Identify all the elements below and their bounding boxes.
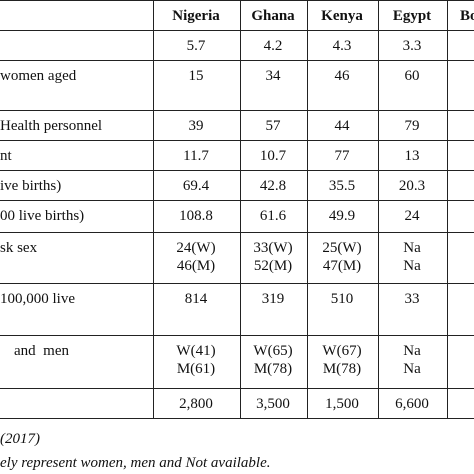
cell: 5.7	[187, 38, 206, 54]
cell: 24	[405, 208, 421, 224]
cell: Na	[403, 343, 421, 359]
cell: 77	[335, 148, 351, 164]
cell: 108.8	[179, 208, 213, 224]
column-header: Bo	[460, 8, 474, 24]
cell: 33(W)	[253, 240, 292, 256]
column-header: Kenya	[321, 8, 363, 24]
column-header: Egypt	[393, 8, 431, 24]
row-label: ive births)	[0, 178, 61, 194]
cell: 6,600	[395, 396, 429, 412]
cell: 33	[405, 291, 420, 307]
cell: 13	[405, 148, 420, 164]
cell: 3,500	[256, 396, 290, 412]
cell: 46(M)	[177, 258, 215, 274]
cell: M(78)	[323, 361, 361, 377]
cell: W(65)	[253, 343, 292, 359]
cell: 814	[185, 291, 208, 307]
note: ely represent women, men and Not availab…	[0, 455, 271, 471]
cell: W(41)	[176, 343, 215, 359]
cell: Na	[403, 361, 421, 377]
row-label: sk sex	[0, 240, 38, 256]
cell: 60	[405, 68, 420, 84]
cell: 47(M)	[323, 258, 361, 274]
cell: 42.8	[260, 178, 286, 194]
row-label: and men	[14, 343, 69, 359]
cell: 61.6	[260, 208, 287, 224]
cell: 25(W)	[322, 240, 361, 256]
cell: 2,800	[179, 396, 213, 412]
row-label: women aged	[0, 68, 77, 84]
column-header: Nigeria	[172, 8, 220, 24]
row-label: 100,000 live	[0, 291, 75, 307]
cell: 44	[335, 118, 351, 134]
row-label: Health personnel	[0, 118, 102, 134]
cell: 52(M)	[254, 258, 292, 274]
cell: 46	[335, 68, 351, 84]
cell: 69.4	[183, 178, 210, 194]
cell: 39	[189, 118, 204, 134]
cell: 79	[405, 118, 420, 134]
cell: Na	[403, 258, 421, 274]
row-label: 00 live births)	[0, 208, 84, 224]
cell: 4.3	[333, 38, 352, 54]
cell: 319	[262, 291, 285, 307]
column-header: Ghana	[251, 8, 295, 24]
cell: 1,500	[325, 396, 359, 412]
cell: 34	[266, 68, 282, 84]
cell: 15	[189, 68, 204, 84]
cell: W(67)	[322, 343, 361, 359]
cell: Na	[403, 240, 421, 256]
cell: 11.7	[183, 148, 209, 164]
cell: 20.3	[399, 178, 425, 194]
cell: 510	[331, 291, 354, 307]
cell: 10.7	[260, 148, 287, 164]
cell: 24(W)	[176, 240, 215, 256]
cell: 49.9	[329, 208, 355, 224]
row-label: nt	[0, 148, 13, 164]
cell: 3.3	[403, 38, 422, 54]
cell: 4.2	[264, 38, 283, 54]
cell: 35.5	[329, 178, 355, 194]
cell: M(61)	[177, 361, 215, 377]
note: (2017)	[0, 431, 40, 447]
cell: 57	[266, 118, 282, 134]
cell: M(78)	[254, 361, 292, 377]
